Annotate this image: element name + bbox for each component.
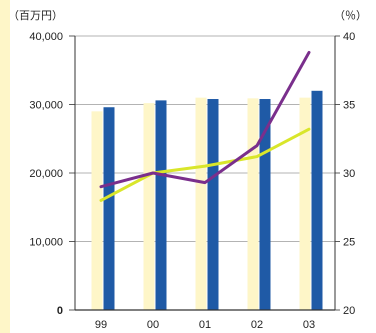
x-tick-label: 00 (147, 319, 159, 331)
bar (207, 99, 219, 311)
left-tick-label: 40,000 (29, 31, 63, 43)
left-tick-label: 20,000 (29, 168, 63, 180)
left-axis-unit-label: （百万円） (8, 9, 63, 22)
tick-labels: 0 10,000 20,000 30,000 40,000 20 25 30 35 40 99 00 0… (29, 31, 355, 331)
right-tick-label: 25 (343, 237, 355, 249)
left-tick-label: 10,000 (29, 237, 63, 249)
right-axis-unit-label: （％） (334, 9, 367, 22)
bar (311, 90, 323, 310)
bar (143, 103, 155, 310)
bar (299, 97, 311, 311)
x-tick-label: 99 (95, 319, 107, 331)
right-tick-label: 40 (343, 31, 355, 43)
bar (103, 107, 115, 311)
x-tick-label: 02 (251, 319, 263, 331)
bar (155, 100, 167, 310)
bar (259, 99, 271, 311)
left-tick-label: 30,000 (29, 100, 63, 112)
x-tick-label: 01 (199, 319, 211, 331)
right-tick-label: 30 (343, 168, 355, 180)
bar-series (91, 90, 323, 311)
right-tick-label: 20 (343, 305, 355, 317)
bar (195, 97, 207, 311)
line-series (99, 50, 311, 202)
series-line (99, 127, 311, 202)
bar (247, 98, 259, 311)
left-tick-label: 0 (57, 305, 63, 317)
right-tick-label: 35 (343, 100, 355, 112)
bar (91, 111, 103, 310)
series-line (99, 50, 311, 189)
axes (69, 35, 340, 311)
x-tick-label: 03 (303, 319, 315, 331)
decorative-side-strip (0, 0, 10, 333)
